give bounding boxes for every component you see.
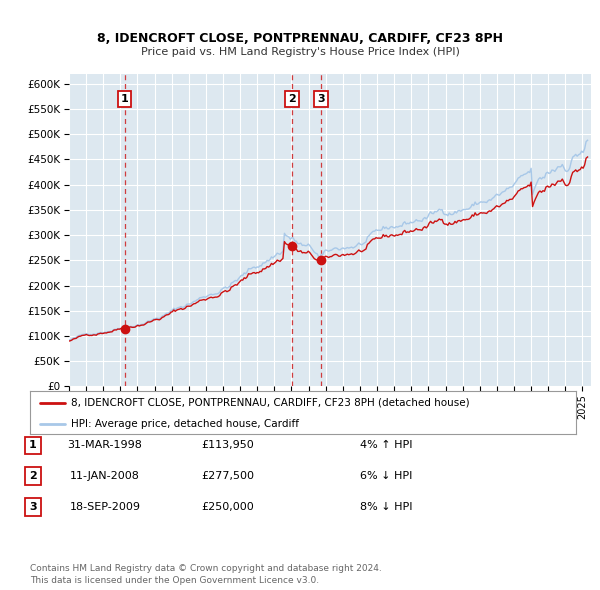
- Text: 31-MAR-1998: 31-MAR-1998: [68, 441, 142, 450]
- Text: 3: 3: [29, 502, 37, 512]
- Text: 3: 3: [317, 94, 325, 104]
- Text: £277,500: £277,500: [202, 471, 254, 481]
- Text: HPI: Average price, detached house, Cardiff: HPI: Average price, detached house, Card…: [71, 419, 299, 430]
- Text: 1: 1: [121, 94, 128, 104]
- Text: 8, IDENCROFT CLOSE, PONTPRENNAU, CARDIFF, CF23 8PH (detached house): 8, IDENCROFT CLOSE, PONTPRENNAU, CARDIFF…: [71, 398, 470, 408]
- Text: 1: 1: [29, 441, 37, 450]
- Text: 2: 2: [29, 471, 37, 481]
- Text: £250,000: £250,000: [202, 502, 254, 512]
- Bar: [124, 74, 125, 386]
- Text: 11-JAN-2008: 11-JAN-2008: [70, 471, 140, 481]
- Text: Contains HM Land Registry data © Crown copyright and database right 2024.
This d: Contains HM Land Registry data © Crown c…: [30, 564, 382, 585]
- Text: Price paid vs. HM Land Registry's House Price Index (HPI): Price paid vs. HM Land Registry's House …: [140, 47, 460, 57]
- Text: £113,950: £113,950: [202, 441, 254, 450]
- Text: 8% ↓ HPI: 8% ↓ HPI: [360, 502, 413, 512]
- Bar: [291, 74, 293, 386]
- Text: 2: 2: [288, 94, 296, 104]
- Text: 8, IDENCROFT CLOSE, PONTPRENNAU, CARDIFF, CF23 8PH: 8, IDENCROFT CLOSE, PONTPRENNAU, CARDIFF…: [97, 32, 503, 45]
- Bar: [320, 74, 322, 386]
- Text: 18-SEP-2009: 18-SEP-2009: [70, 502, 140, 512]
- Text: 6% ↓ HPI: 6% ↓ HPI: [360, 471, 412, 481]
- Text: 4% ↑ HPI: 4% ↑ HPI: [360, 441, 413, 450]
